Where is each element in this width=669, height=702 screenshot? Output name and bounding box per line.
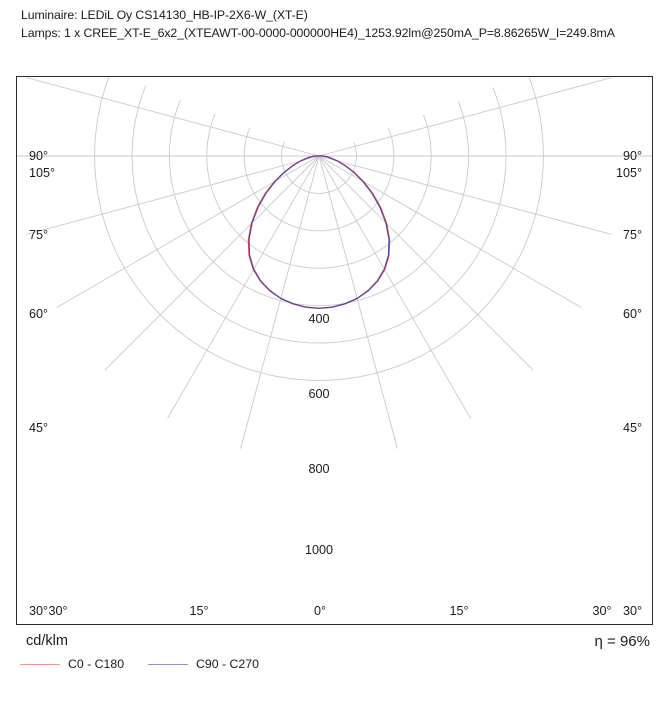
legend: C0 - C180 C90 - C270 [20,657,259,671]
angle-label-left-60: 60° [29,307,49,321]
legend-label-c0-c180: C0 - C180 [68,657,125,671]
radial-label-1000: 1000 [301,543,337,557]
intensity-curves [247,155,391,310]
polar-grid [17,77,652,449]
polar-intensity-plot [17,77,652,449]
angle-label-bottom-15-right: 15° [449,604,469,618]
angle-label-bottom-30-right: 30° [592,604,612,618]
legend-color-swatch-c0-c180 [20,663,60,665]
legend-label-c90-c270: C90 - C270 [196,657,259,671]
angle-label-left-90: 90° [29,149,49,163]
unit-label: cd/klm [26,633,68,649]
lamps-description: Lamps: 1 x CREE_XT-E_6x2_(XTEAWT-00-0000… [21,26,615,40]
radial-label-400: 400 [305,312,333,326]
legend-item-c90-c270: C90 - C270 [148,657,259,671]
angle-label-bottom-0: 0° [313,604,327,618]
angle-label-right-105: 105° [615,166,642,180]
legend-color-swatch-c90-c270 [148,663,189,665]
legend-item-c0-c180: C0 - C180 [20,657,124,671]
header: Luminaire: LEDiL Oy CS14130_HB-IP-2X6-W_… [21,6,661,42]
polar-plot-frame: 105° 90° 75° 60° 45° 30° 105° 90° 75° 60… [16,76,653,625]
radial-label-800: 800 [305,462,333,476]
luminaire-title: Luminaire: LEDiL Oy CS14130_HB-IP-2X6-W_… [21,8,308,22]
radial-label-600: 600 [305,387,333,401]
angle-label-right-60: 60° [622,307,642,321]
angle-label-left-45: 45° [29,421,49,435]
angle-label-left-75: 75° [29,228,49,242]
angle-label-right-75: 75° [622,228,642,242]
angle-label-bottom-30-left: 30° [48,604,68,618]
footer: cd/klm η = 96% C0 - C180 C90 - C270 [0,625,669,702]
angle-label-left-105: 105° [29,166,56,180]
angle-label-bottom-15-left: 15° [189,604,209,618]
angle-label-right-45: 45° [622,421,642,435]
angle-label-right-30: 30° [622,604,642,618]
angle-label-left-30: 30° [29,604,49,618]
efficiency-label: η = 96% [594,633,650,650]
angle-label-right-90: 90° [622,149,642,163]
